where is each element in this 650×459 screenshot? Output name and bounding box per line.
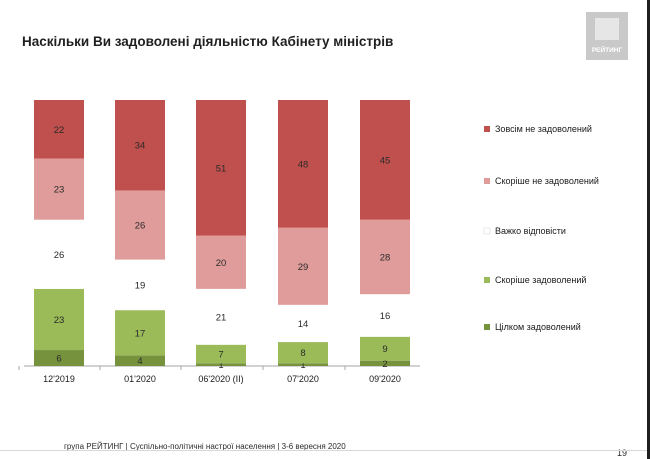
data-label-series-3-1: 26 xyxy=(135,221,146,232)
legend-label-2: Важко відповісти xyxy=(495,226,566,236)
data-label-series-4-1: 34 xyxy=(135,141,146,152)
data-label-series-0-1: 4 xyxy=(137,356,142,367)
bar-segment-series-0-3 xyxy=(278,363,328,366)
legend-swatch-0 xyxy=(484,126,490,132)
data-label-series-2-0: 26 xyxy=(54,250,65,261)
bar-segment-series-3-0 xyxy=(34,158,84,220)
x-tick-label-0: 12'2019 xyxy=(43,374,75,384)
bar-segment-series-4-2 xyxy=(196,100,246,236)
data-label-series-3-0: 23 xyxy=(54,185,65,196)
legend-item-0: Зовсім не задоволений xyxy=(484,124,592,134)
data-label-series-3-4: 28 xyxy=(380,252,391,263)
x-tick-label-1: 01'2020 xyxy=(124,374,156,384)
bar-segment-series-3-3 xyxy=(278,227,328,305)
data-label-series-2-2: 21 xyxy=(216,312,227,323)
legend-item-2: Важко відповісти xyxy=(483,226,566,236)
footer-source: група РЕЙТИНГ | Суспільно-політичні наст… xyxy=(64,442,346,451)
logo-text: РЕЙТИНГ xyxy=(591,47,623,54)
bar-segment-series-0-0 xyxy=(34,350,84,366)
data-label-series-2-3: 14 xyxy=(298,319,309,330)
data-label-series-0-0: 6 xyxy=(56,354,61,365)
page-number: 19 xyxy=(617,448,628,458)
data-label-series-1-0: 23 xyxy=(54,315,65,326)
bar-segment-series-0-4 xyxy=(360,360,410,366)
legend-swatch-2 xyxy=(483,227,491,235)
data-label-series-0-3: 1 xyxy=(300,360,305,371)
legend-item-4: Цілком задоволений xyxy=(484,322,581,332)
data-label-series-1-1: 17 xyxy=(135,328,146,339)
bar-segment-series-2-4 xyxy=(360,294,410,337)
legend-swatch-3 xyxy=(484,277,490,283)
legend-swatch-4 xyxy=(484,324,490,330)
data-label-series-2-1: 19 xyxy=(135,280,146,291)
data-label-series-1-3: 8 xyxy=(300,348,305,359)
legend-item-3: Скоріше задоволений xyxy=(484,275,586,285)
data-label-series-4-2: 51 xyxy=(216,163,227,174)
bar-segment-series-2-2 xyxy=(196,288,246,345)
bar-segment-series-0-1 xyxy=(115,355,165,366)
bar-segment-series-1-2 xyxy=(196,344,246,364)
bar-segment-series-1-1 xyxy=(115,310,165,356)
slide-title: Наскільки Ви задоволені діяльністю Кабін… xyxy=(22,34,394,49)
data-label-series-4-4: 45 xyxy=(380,155,391,166)
bar-segment-series-3-1 xyxy=(115,190,165,260)
bar-segment-series-3-4 xyxy=(360,219,410,295)
bar-segment-series-4-4 xyxy=(360,100,410,220)
legend-label-1: Скоріше не задоволений xyxy=(495,176,599,186)
data-label-series-0-2: 1 xyxy=(218,360,223,371)
bar-segment-series-4-0 xyxy=(34,100,84,159)
data-label-series-3-3: 29 xyxy=(298,262,309,273)
bar-segment-series-2-1 xyxy=(115,259,165,311)
rating-logo: РЕЙТИНГ xyxy=(586,12,628,60)
x-tick-label-2: 06'2020 (II) xyxy=(198,374,243,384)
data-label-series-0-4: 2 xyxy=(382,359,387,370)
bar-segment-series-0-2 xyxy=(196,363,246,366)
bar-segment-series-2-3 xyxy=(278,304,328,343)
bar-segment-series-1-4 xyxy=(360,336,410,361)
bar-segment-series-4-1 xyxy=(115,100,165,191)
data-label-series-2-4: 16 xyxy=(380,311,391,322)
legend-item-1: Скоріше не задоволений xyxy=(484,176,599,186)
data-label-series-3-2: 20 xyxy=(216,258,227,269)
x-tick-label-3: 07'2020 xyxy=(287,374,319,384)
bar-segment-series-2-0 xyxy=(34,219,84,289)
legend-label-4: Цілком задоволений xyxy=(495,322,581,332)
data-label-series-1-4: 9 xyxy=(382,344,387,355)
right-edge-border xyxy=(647,0,650,459)
data-label-series-4-3: 48 xyxy=(298,159,309,170)
logo-mark-icon xyxy=(595,18,619,40)
legend-swatch-1 xyxy=(484,178,490,184)
data-label-series-1-2: 7 xyxy=(218,350,223,361)
legend-label-3: Скоріше задоволений xyxy=(495,275,586,285)
bar-segment-series-3-2 xyxy=(196,235,246,289)
bottom-divider xyxy=(0,450,650,451)
data-label-series-4-0: 22 xyxy=(54,125,65,136)
bar-segment-series-1-0 xyxy=(34,288,84,351)
x-tick-label-4: 09'2020 xyxy=(369,374,401,384)
bar-segment-series-1-3 xyxy=(278,342,328,364)
bar-segment-series-4-3 xyxy=(278,100,328,228)
legend-label-0: Зовсім не задоволений xyxy=(495,124,592,134)
